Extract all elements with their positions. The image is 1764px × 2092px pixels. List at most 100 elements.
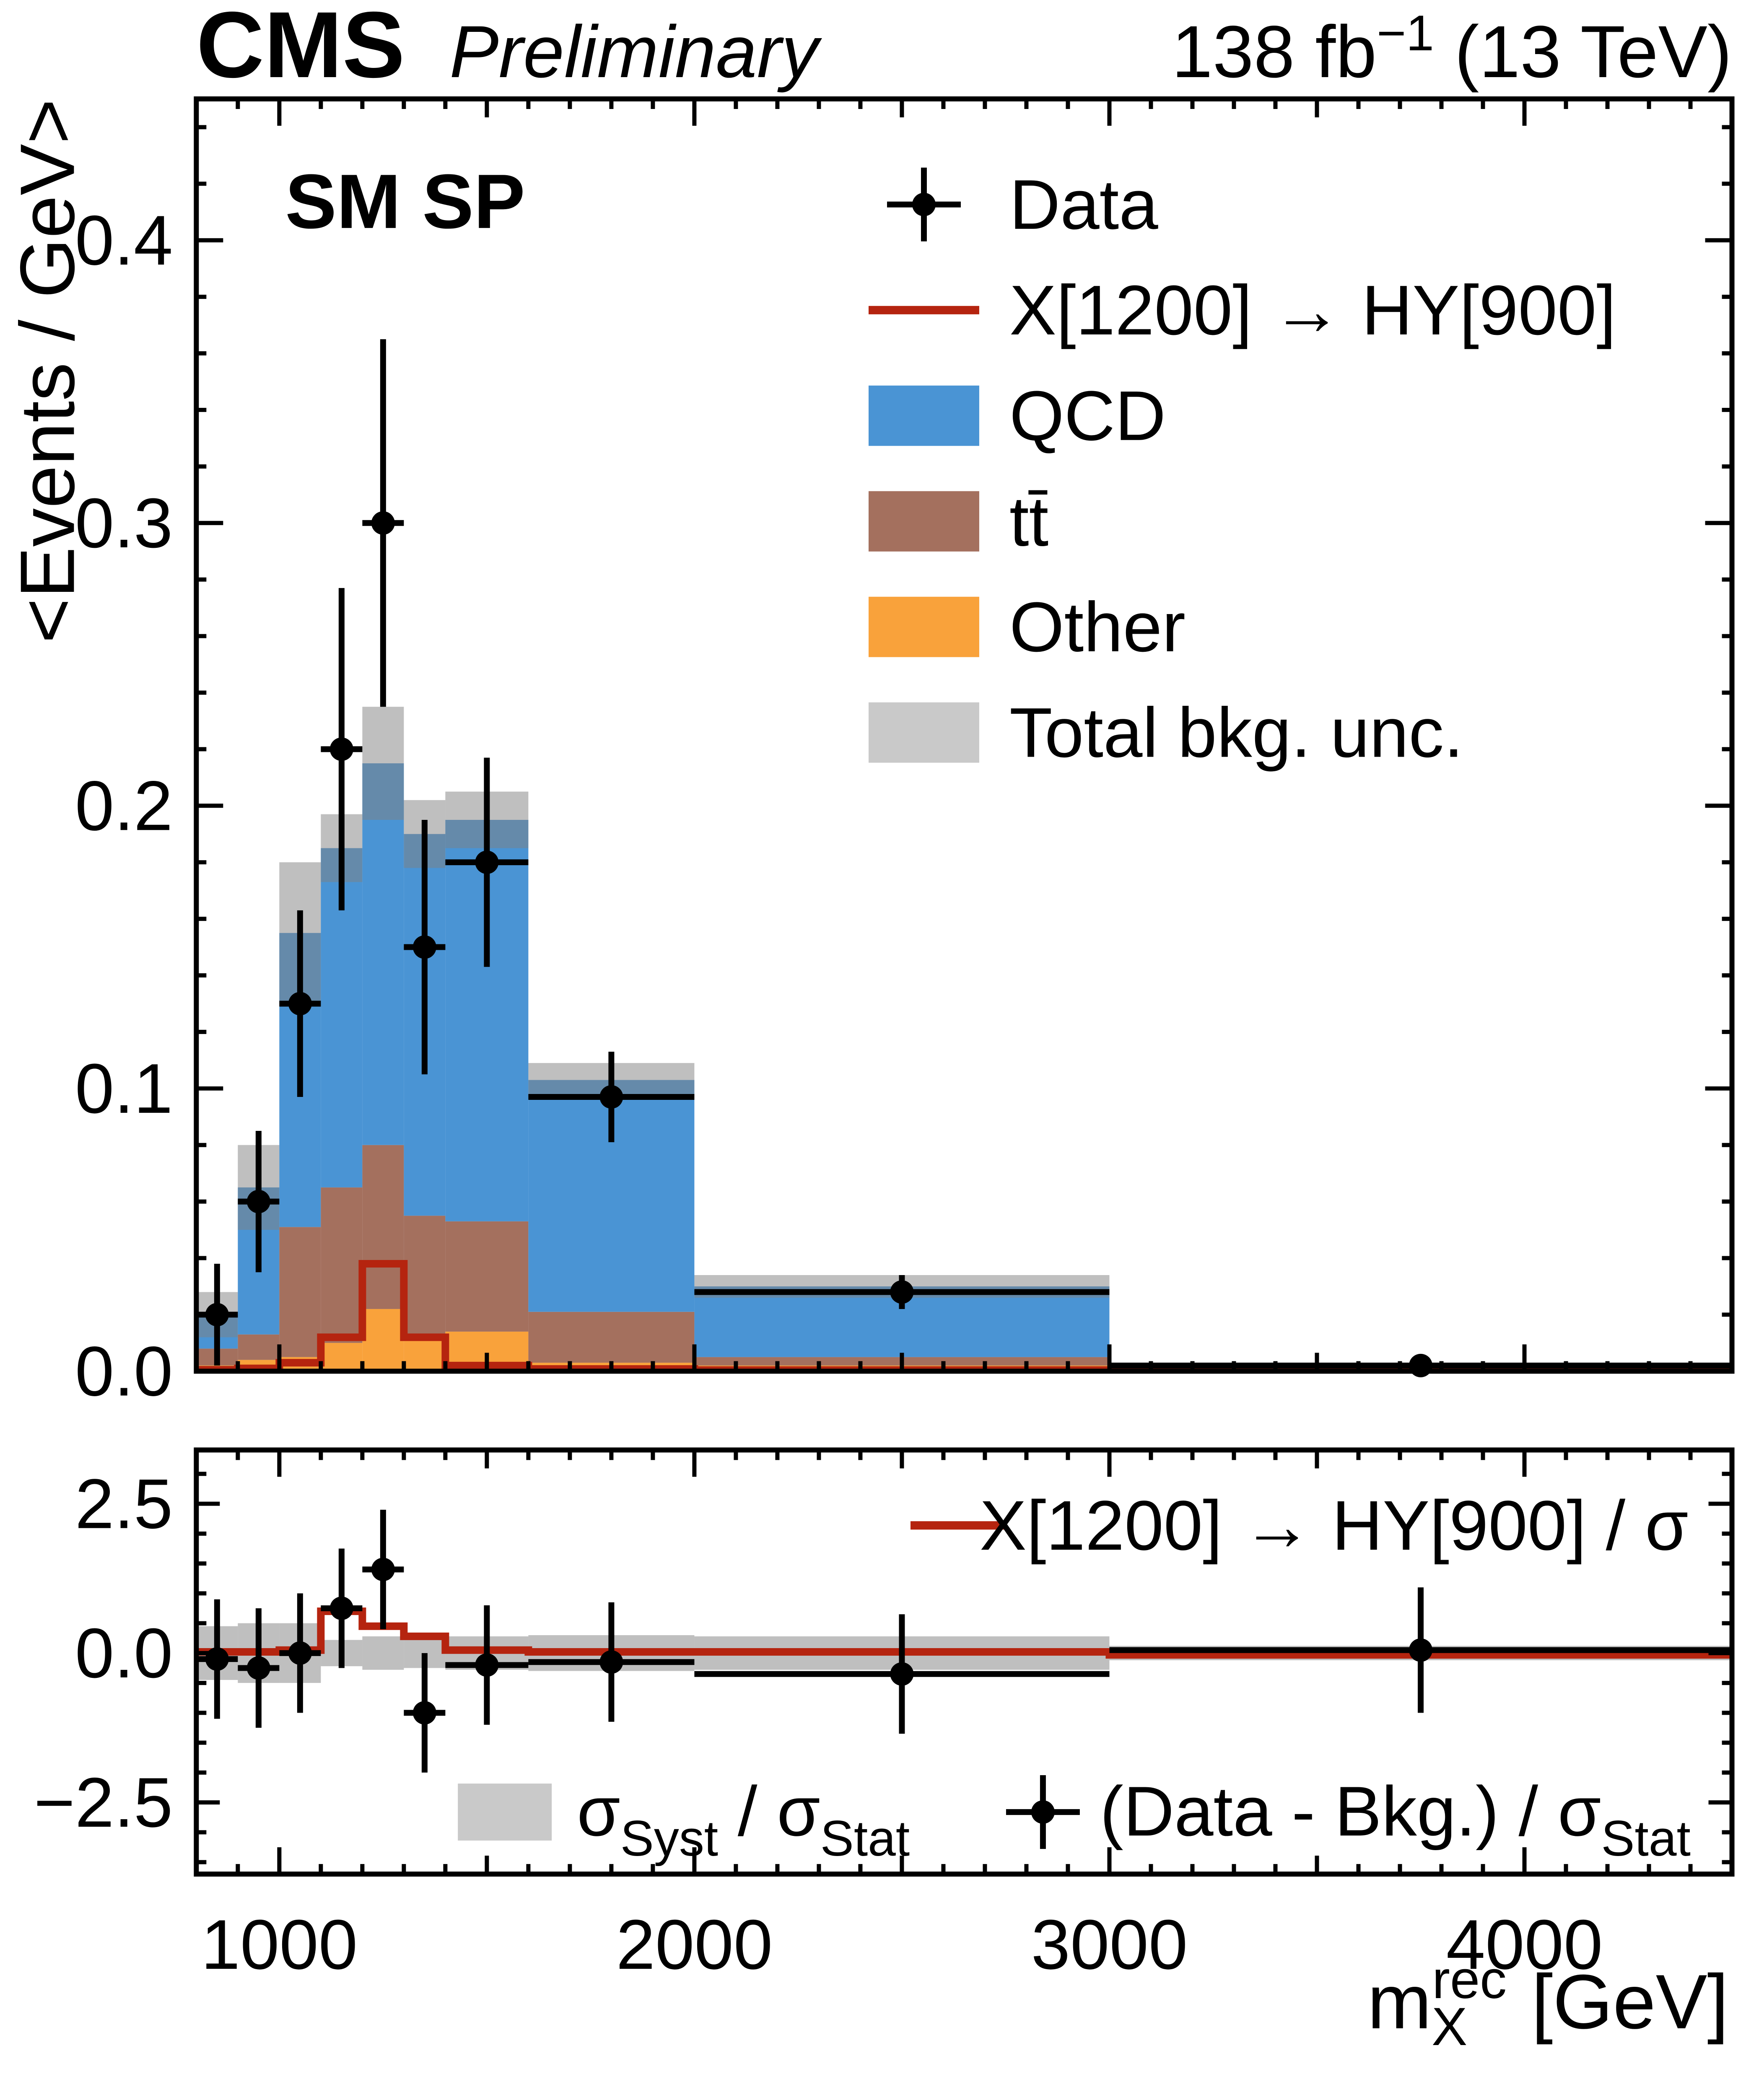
x-tick-label: 3000 — [1031, 1905, 1188, 1984]
ratio-point — [1109, 1587, 1732, 1713]
ttbar-swatch-icon — [869, 491, 979, 552]
other-stack-bar — [321, 1343, 363, 1371]
data-point-marker — [288, 992, 312, 1016]
main-data-points-layer — [196, 339, 1732, 1377]
ratio-point-marker — [288, 1641, 312, 1665]
ratio-signal-legend-label: X[1200] → HY[900] / σ — [980, 1486, 1689, 1565]
data-point — [694, 1275, 1110, 1309]
data-point-marker — [890, 1280, 914, 1304]
ratio-point — [279, 1593, 321, 1713]
ratio-band-legend-label: σSyst / σStat — [577, 1772, 910, 1866]
ratio-points-legend-label: (Data - Bkg.) / σStat — [1100, 1772, 1691, 1866]
data-marker-icon — [887, 167, 961, 241]
ratio-point-marker — [1409, 1638, 1433, 1662]
other-stack-bar — [404, 1340, 446, 1371]
ratio-point — [445, 1605, 529, 1725]
y-axis-title: <Events / GeV> — [4, 99, 90, 643]
data-point — [238, 1130, 280, 1273]
legend-label-qcd: QCD — [1009, 376, 1166, 455]
legend-entry-unc: Total bkg. unc. — [869, 693, 1463, 772]
data-point-marker — [412, 935, 436, 959]
ratio-y-tick-label: −2.5 — [34, 1763, 173, 1842]
ratio-point-marker — [246, 1656, 270, 1680]
legend-entry-signal: X[1200] → HY[900] — [869, 271, 1616, 350]
ratio-point-marker — [205, 1647, 229, 1671]
main-y-tick-label: 0.2 — [75, 766, 173, 845]
region-label: SM SP — [285, 158, 525, 244]
tt-stack-bar — [321, 1187, 363, 1343]
data-point — [404, 820, 446, 1075]
ratio-point — [362, 1509, 404, 1629]
ratio-point-marker — [371, 1558, 395, 1581]
data-point-marker — [599, 1085, 623, 1109]
legend-label-ttbar: tt̄ — [1009, 482, 1048, 561]
legend-entry-data: Data — [887, 165, 1158, 244]
x-axis-title: mXrec [GeV] — [1367, 1950, 1729, 2057]
ratio-y-tick-label: 0.0 — [75, 1614, 173, 1693]
data-point-marker — [1409, 1353, 1433, 1377]
data-point — [362, 339, 404, 707]
ratio-band-swatch-icon — [458, 1784, 552, 1841]
legend-label-unc: Total bkg. unc. — [1009, 693, 1463, 772]
qcd-stack-bar — [362, 763, 404, 1145]
legend-label-signal: X[1200] → HY[900] — [1009, 271, 1616, 350]
total-bkg-unc-band — [362, 707, 404, 820]
tt-stack-bar — [404, 1216, 446, 1340]
tt-stack-bar — [362, 1145, 404, 1309]
ratio-point — [321, 1548, 363, 1668]
ratio-y-tick-label: 2.5 — [75, 1465, 173, 1543]
data-point-marker — [329, 737, 353, 761]
ratio-data-points-layer — [196, 1509, 1732, 1773]
legend-entry-ttbar: tt̄ — [869, 482, 1048, 561]
ratio-data-marker-icon — [1006, 1775, 1080, 1849]
luminosity-label: 138 fb−1 (13 TeV) — [1172, 5, 1732, 93]
data-point — [321, 588, 363, 910]
data-point — [1109, 1353, 1732, 1377]
data-point-marker — [371, 511, 395, 535]
legend-entry-qcd: QCD — [869, 376, 1166, 455]
ratio-point — [238, 1608, 280, 1728]
data-point — [528, 1052, 695, 1142]
other-swatch-icon — [869, 596, 979, 657]
main-legend: Data X[1200] → HY[900] QCD tt̄ Other Tot… — [869, 165, 1616, 772]
main-y-tick-label: 0.0 — [75, 1332, 173, 1410]
main-plot-frame — [194, 96, 1735, 1374]
x-tick-label: 1000 — [201, 1905, 358, 1984]
tt-stack-bar — [528, 1312, 695, 1363]
unc-swatch-icon — [869, 702, 979, 763]
main-y-tick-label: 0.4 — [75, 201, 173, 280]
ratio-point-marker — [412, 1701, 436, 1725]
data-point-marker — [246, 1190, 270, 1213]
other-stack-bar — [362, 1309, 404, 1371]
ratio-point — [196, 1599, 238, 1719]
x-tick-label: 4000 — [1446, 1905, 1603, 1984]
data-point-marker — [205, 1303, 229, 1327]
main-y-tick-label: 0.3 — [75, 484, 173, 563]
qcd-swatch-icon — [869, 385, 979, 446]
ratio-point — [404, 1653, 446, 1773]
ratio-point-marker — [599, 1650, 623, 1674]
tt-stack-bar — [279, 1227, 321, 1357]
ratio-plot-frame — [194, 1447, 1735, 1877]
tt-stack-bar — [445, 1221, 529, 1332]
ratio-unc-band — [362, 1636, 404, 1670]
ratio-point-marker — [329, 1596, 353, 1620]
ratio-point — [528, 1602, 695, 1722]
data-point — [445, 757, 529, 967]
x-tick-label: 2000 — [616, 1905, 773, 1984]
ratio-point-marker — [475, 1653, 499, 1677]
data-point — [279, 910, 321, 1097]
tt-stack-bar — [238, 1334, 280, 1360]
axis-tick-labels-layer: 0.0 0.1 0.2 0.3 0.4 2.5 0.0 −2.5 1000 2000 3000 400… — [34, 201, 1603, 1984]
preliminary-label: Preliminary — [449, 11, 822, 93]
cms-logo-text: CMS — [196, 0, 405, 97]
legend-label-other: Other — [1009, 588, 1186, 666]
legend-label-data: Data — [1009, 165, 1158, 244]
data-point-marker — [475, 850, 499, 874]
ratio-point — [694, 1614, 1110, 1734]
legend-entry-other: Other — [869, 588, 1186, 666]
ratio-legend: X[1200] → HY[900] / σ σSyst / σStat (Dat… — [458, 1486, 1691, 1866]
main-y-tick-label: 0.1 — [75, 1049, 173, 1128]
